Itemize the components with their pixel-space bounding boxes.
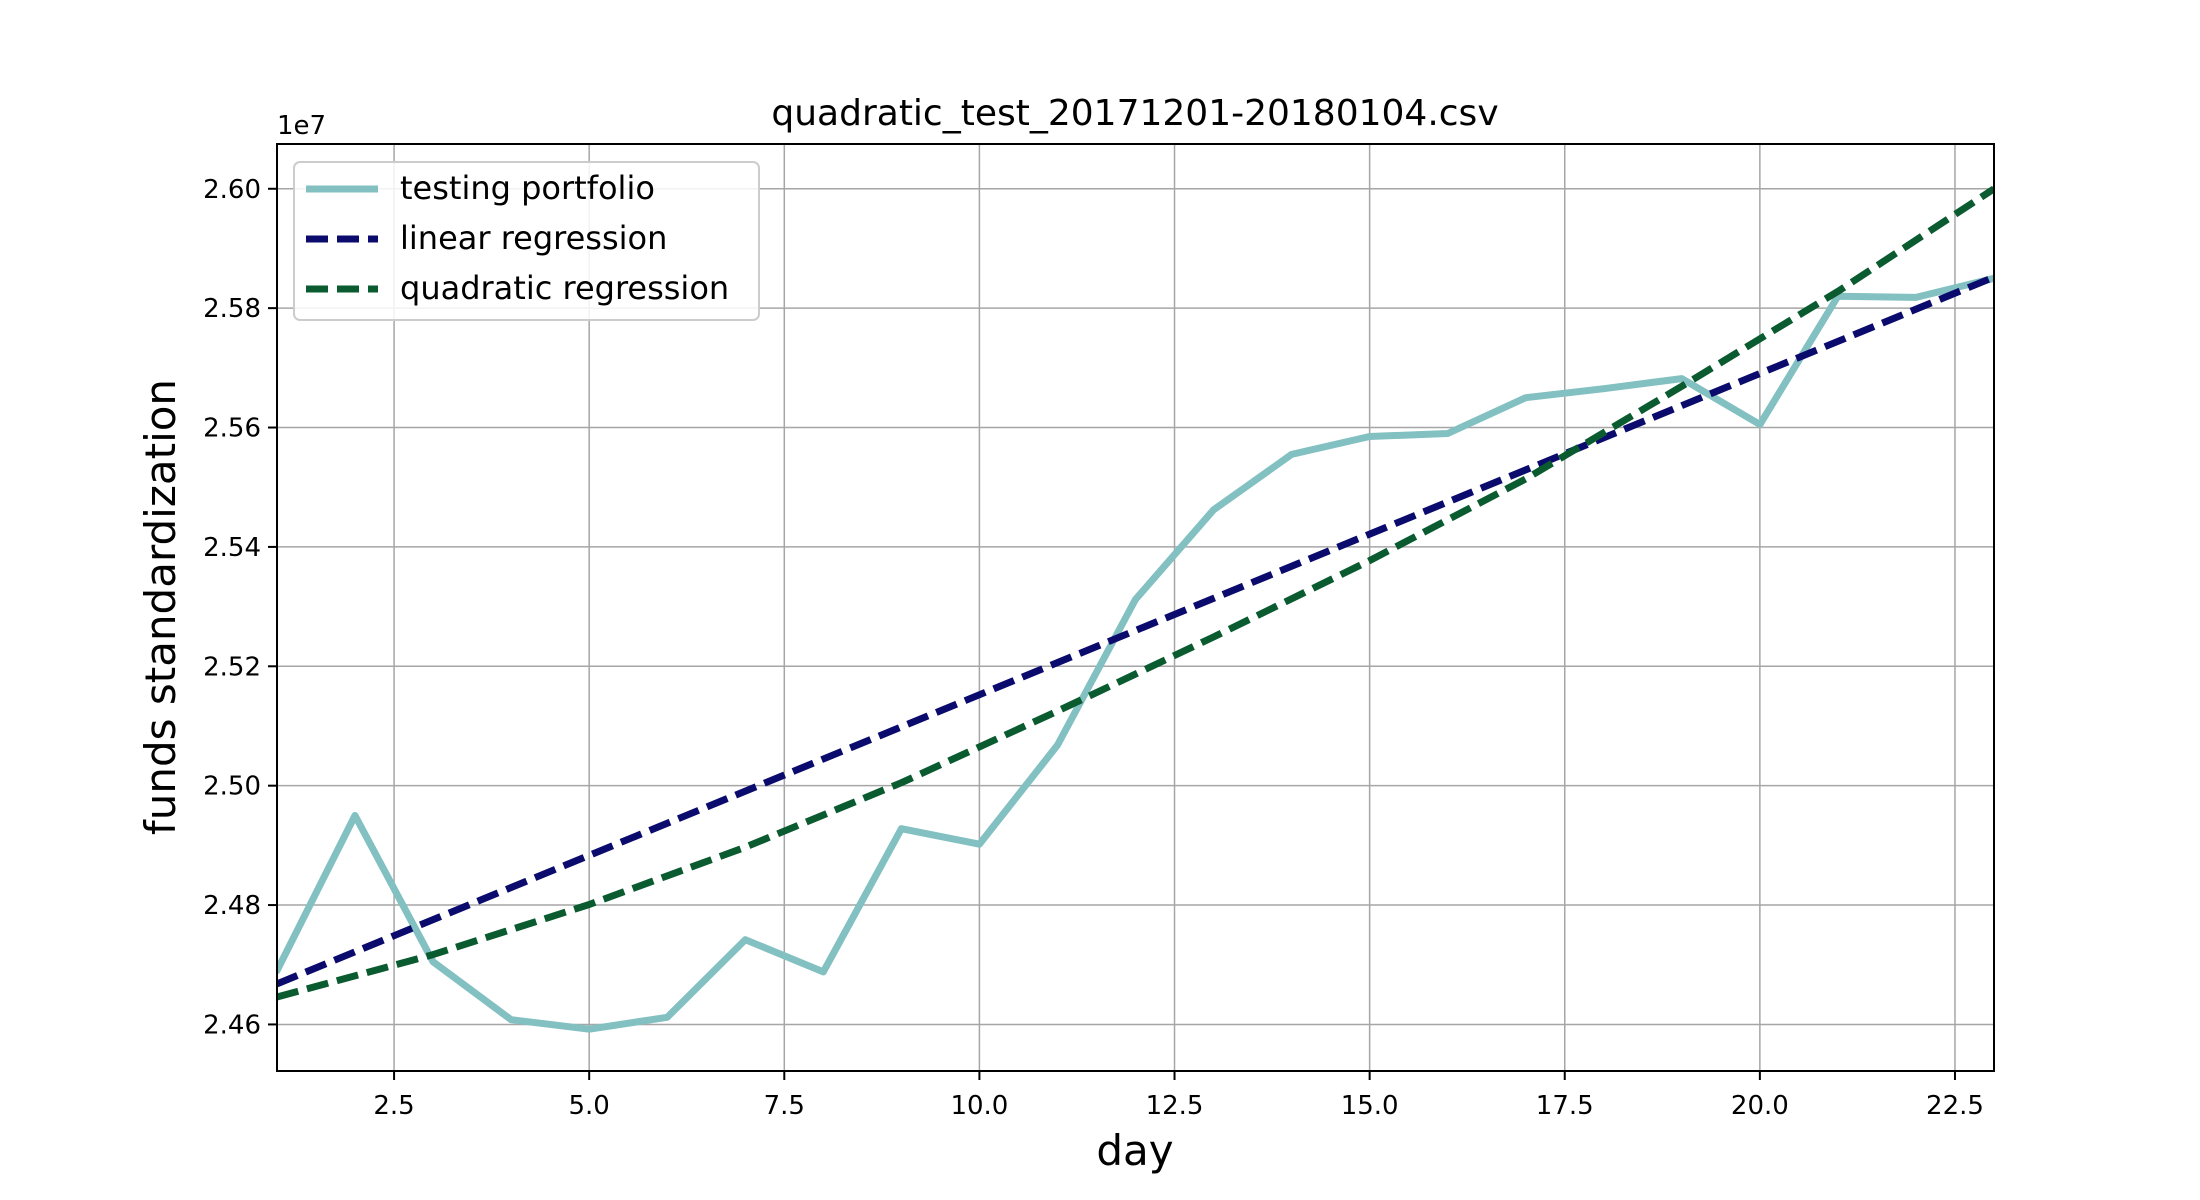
x-tick-label: 22.5	[1926, 1091, 1984, 1121]
y-axis-label: funds standardization	[136, 379, 185, 835]
plot-lines	[277, 185, 1994, 1033]
y-offset-label: 1e7	[277, 111, 326, 141]
legend-label-quadratic-regression: quadratic regression	[400, 269, 729, 307]
x-tick-label: 5.0	[569, 1091, 610, 1121]
y-tick-label: 2.58	[203, 294, 261, 324]
y-tick-label: 2.54	[203, 533, 261, 563]
x-tick-label: 15.0	[1341, 1091, 1399, 1121]
y-tick-label: 2.50	[203, 772, 261, 802]
grid	[277, 144, 1994, 1071]
legend-label-testing-portfolio: testing portfolio	[400, 169, 655, 207]
x-tick-label: 7.5	[764, 1091, 805, 1121]
x-tick-label: 10.0	[950, 1091, 1008, 1121]
x-axis-label: day	[1096, 1126, 1173, 1175]
y-tick-label: 2.46	[203, 1010, 261, 1040]
chart-title: quadratic_test_20171201-20180104.csv	[771, 93, 1498, 134]
y-tick-label: 2.60	[203, 175, 261, 205]
legend-box	[293, 161, 760, 321]
y-tick-label: 2.52	[203, 652, 261, 682]
legend: testing portfolio linear regression quad…	[293, 161, 760, 321]
x-axis-ticks: 2.5 5.0 7.5 10.0 12.5 15.0 17.5 20.0 22.5	[373, 1071, 1984, 1121]
legend-label-linear-regression: linear regression	[400, 219, 667, 257]
series-line-testing-portfolio	[277, 274, 1994, 1033]
plot-frame	[276, 143, 1995, 1072]
series-line-quadratic-regression	[277, 185, 1994, 1001]
y-axis-ticks: 2.46 2.48 2.50 2.52 2.54 2.56 2.58 2.60	[203, 175, 277, 1040]
x-tick-label: 17.5	[1536, 1091, 1594, 1121]
x-tick-label: 12.5	[1146, 1091, 1204, 1121]
y-tick-label: 2.56	[203, 414, 261, 444]
x-tick-label: 20.0	[1731, 1091, 1789, 1121]
x-tick-label: 2.5	[373, 1091, 414, 1121]
y-tick-label: 2.48	[203, 891, 261, 921]
